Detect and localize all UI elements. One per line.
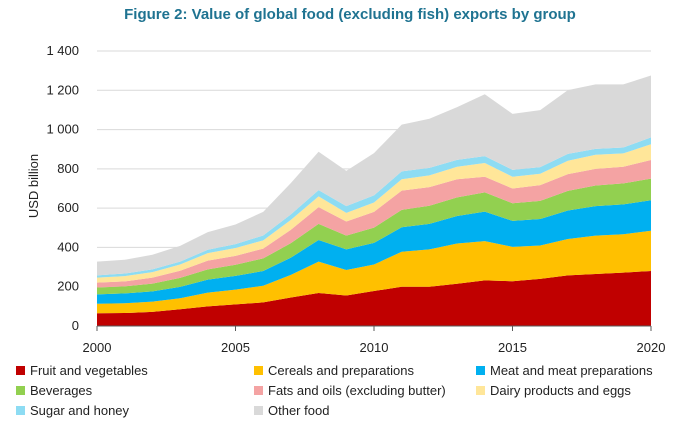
legend-label: Meat and meat preparations	[490, 363, 653, 378]
area-fruit-and-vegetables	[97, 271, 651, 326]
x-tick-label: 2010	[360, 340, 389, 355]
legend-item: Dairy products and eggs	[476, 383, 631, 398]
area-meat-and-meat-preparations	[97, 200, 651, 304]
area-series	[97, 75, 651, 326]
legend-swatch	[16, 366, 25, 375]
y-tick-label: 1 400	[46, 43, 79, 58]
axes: 0 200 400 600 800 1 000 1 200 1 400 2000 2005 2010…	[46, 43, 665, 355]
legend-swatch	[16, 406, 25, 415]
legend-item: Other food	[254, 403, 329, 418]
legend-label: Other food	[268, 403, 330, 418]
area-cereals-and-preparations	[97, 230, 651, 314]
legend-item: Fruit and vegetables	[16, 363, 148, 378]
legend-item: Beverages	[16, 383, 92, 398]
area-sugar-and-honey	[97, 137, 651, 278]
legend-swatch	[254, 386, 263, 395]
legend-item: Cereals and preparations	[254, 363, 414, 378]
y-tick-label: 1 000	[46, 122, 79, 137]
area-other-food	[97, 75, 651, 276]
x-tick-label: 2020	[637, 340, 666, 355]
y-tick-label: 800	[57, 161, 79, 176]
legend-label: Fruit and vegetables	[30, 363, 148, 378]
area-dairy-products-and-eggs	[97, 144, 651, 283]
legend-label: Cereals and preparations	[268, 363, 414, 378]
y-tick-label: 0	[72, 318, 79, 333]
legend-swatch	[254, 406, 263, 415]
y-axis-label: USD billion	[26, 154, 41, 218]
legend-item: Meat and meat preparations	[476, 363, 653, 378]
legend-label: Sugar and honey	[30, 403, 130, 418]
legend-swatch	[16, 386, 25, 395]
x-tick-label: 2000	[83, 340, 112, 355]
area-beverages	[97, 178, 651, 295]
y-tick-label: 600	[57, 200, 79, 215]
chart-title: Figure 2: Value of global food (excludin…	[124, 6, 576, 23]
legend-label: Fats and oils (excluding butter)	[268, 383, 446, 398]
legend-item: Fats and oils (excluding butter)	[254, 383, 446, 398]
legend-swatch	[476, 386, 485, 395]
legend-label: Beverages	[30, 383, 93, 398]
y-tick-label: 200	[57, 279, 79, 294]
x-tick-label: 2015	[498, 340, 527, 355]
legend-swatch	[476, 366, 485, 375]
y-tick-label: 400	[57, 239, 79, 254]
legend-swatch	[254, 366, 263, 375]
y-tick-label: 1 200	[46, 82, 79, 97]
legend-item: Sugar and honey	[16, 403, 129, 418]
x-tick-label: 2005	[221, 340, 250, 355]
area-fats-and-oils-excluding-butter	[97, 160, 651, 288]
legend-label: Dairy products and eggs	[490, 383, 631, 398]
